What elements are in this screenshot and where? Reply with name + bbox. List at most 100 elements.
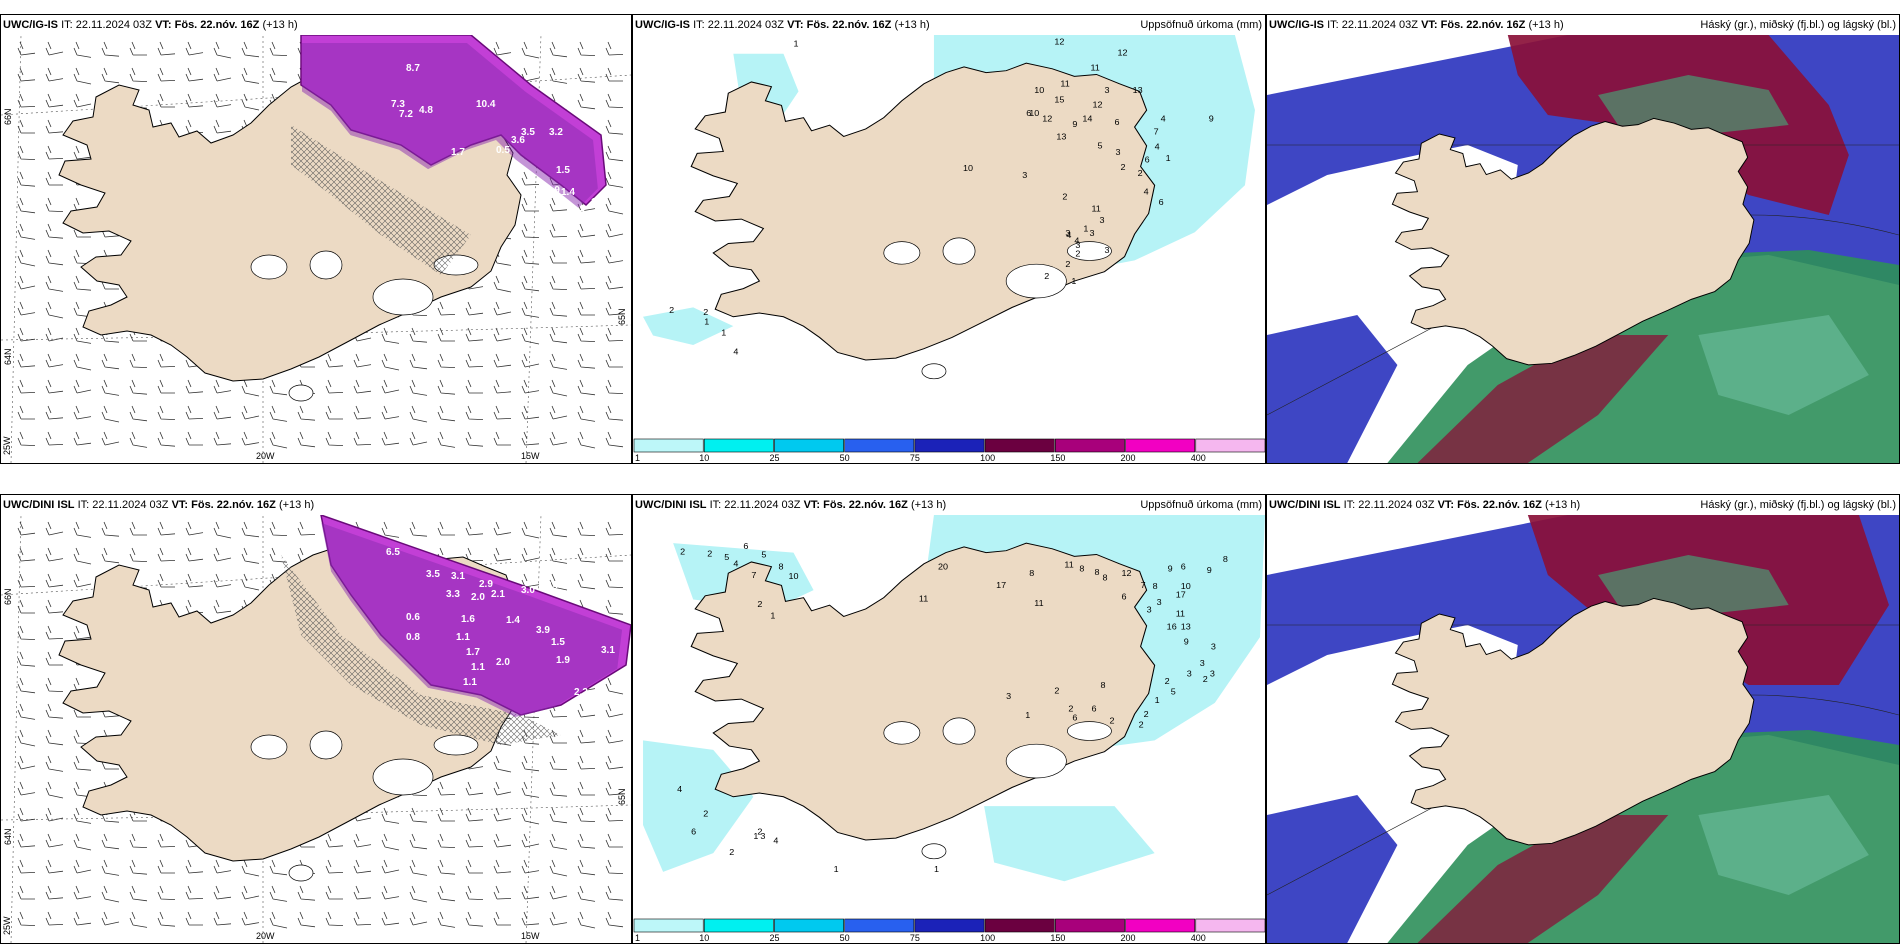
wind-barb — [241, 405, 260, 420]
precip-value-label: 3 — [1157, 597, 1162, 607]
wind-barb — [73, 625, 92, 640]
colorbar-label: 150 — [1050, 933, 1065, 943]
wind-barb — [521, 859, 540, 874]
wind-barb — [465, 301, 484, 316]
wind-barb — [577, 885, 596, 902]
wind-barb — [157, 833, 176, 848]
map-area[interactable]: 1 12 12 11 11 10 12 10 15 12 6 14 13 3 9 6 4 7 4 3 10 13 5 3 6 11… — [633, 35, 1265, 437]
high-cloud — [1598, 555, 1789, 615]
precip-value-label: 2 — [1165, 676, 1170, 686]
hatched-area — [281, 555, 561, 745]
valid-time: Fös. 22.nóv. 16Z — [191, 499, 276, 511]
precip-value-label: 8 — [1079, 564, 1084, 574]
wind-barb — [605, 223, 624, 238]
wind-barb — [521, 885, 540, 900]
low-cloud — [1417, 815, 1669, 943]
panel-igis-wind[interactable]: UWC/IG-IS IT: 22.11.2024 03Z VT: Fös. 22… — [0, 14, 632, 464]
wind-barb — [45, 573, 64, 588]
panel-dini-precip[interactable]: UWC/DINI ISL IT: 22.11.2024 03Z VT: Fös.… — [632, 494, 1266, 944]
precip-value-label: 1 — [794, 39, 799, 49]
wind-barb — [157, 353, 176, 368]
precip-value-label: 2 — [1065, 259, 1070, 269]
wind-barb — [549, 781, 568, 797]
wind-barb — [549, 249, 567, 264]
precip-value-label: 4 — [1161, 114, 1166, 124]
wind-barb — [437, 859, 456, 875]
it-label: IT: — [61, 19, 73, 31]
wind-barb — [45, 833, 64, 848]
wind-value-label: 6.5 — [386, 547, 400, 558]
map-area[interactable] — [1267, 35, 1899, 463]
wind-barb — [493, 275, 512, 293]
precip-value-label: 4 — [1074, 236, 1079, 246]
precip-value-label: 9 — [1207, 566, 1212, 576]
init-time: 22.11.2024 03Z — [1341, 19, 1418, 31]
wind-barb — [549, 197, 568, 212]
precip-area — [643, 307, 734, 345]
precip-value-label: 1 — [1071, 276, 1076, 286]
wind-barb — [297, 405, 316, 421]
wind-barb — [465, 431, 484, 447]
wind-barb — [605, 833, 623, 848]
wind-barb — [129, 859, 148, 875]
map-area[interactable]: 6.5 3.5 3.1 3.3 2.0 2.9 2.1 3.0 3.7 0.6 1.6 1.4 3.9 0… — [1, 515, 631, 943]
wind-barb — [269, 885, 288, 902]
wind-barb — [353, 379, 372, 394]
lead-time: (+13 h) — [1544, 499, 1581, 511]
panel-igis-precip[interactable]: UWC/IG-IS IT: 22.11.2024 03Z VT: Fös. 22… — [632, 14, 1266, 464]
wind-barb — [577, 67, 596, 83]
wind-barb — [73, 573, 92, 588]
precip-value-label: 2 — [1139, 720, 1144, 730]
wind-barb — [157, 379, 175, 394]
wind-barb — [605, 807, 624, 822]
wind-value-label: 1.9 — [546, 185, 560, 196]
wind-barb — [549, 885, 568, 900]
wind-barb — [577, 859, 596, 876]
wind-barb — [241, 379, 260, 397]
wind-barb — [17, 547, 36, 562]
panel-dini-wind[interactable]: UWC/DINI ISL IT: 22.11.2024 03Z VT: Fös.… — [0, 494, 632, 944]
wind-barb — [577, 223, 596, 238]
map-area[interactable]: 2 2 5 6 5 7 8 10 4 2 1 11 20 17 11 8 8 8 11 8 12 7 9 9 6 8 11 10 3 3 1… — [633, 515, 1265, 917]
wind-barb — [45, 885, 64, 900]
precip-value-label: 3 — [1200, 658, 1205, 668]
wind-barb — [17, 625, 36, 640]
wind-barb — [605, 275, 624, 290]
precip-value-label: 9 — [1209, 114, 1214, 124]
precip-value-label: 2 — [1110, 716, 1115, 726]
wind-barb — [45, 93, 64, 108]
vt-label: VT: — [171, 499, 189, 511]
precip-value-label: 9 — [1072, 119, 1077, 129]
wind-barb — [549, 833, 568, 850]
precip-value-label: 3 — [1104, 86, 1109, 96]
wind-barb — [185, 911, 203, 926]
glacier — [1005, 263, 1067, 299]
wind-barb — [549, 431, 568, 446]
wind-barb — [17, 171, 36, 187]
wind-barb — [185, 405, 204, 420]
panel-dini-clouds[interactable]: UWC/DINI ISL IT: 22.11.2024 03Z VT: Fös.… — [1266, 494, 1900, 944]
panel-igis-clouds[interactable]: UWC/IG-IS IT: 22.11.2024 03Z VT: Fös. 22… — [1266, 14, 1900, 464]
wind-barb — [73, 327, 92, 344]
wind-barb — [17, 301, 36, 316]
wind-barb — [45, 755, 64, 772]
wind-barb — [185, 379, 204, 394]
wind-barb — [73, 405, 92, 420]
wind-barb — [241, 573, 260, 591]
wind-barb — [605, 93, 624, 108]
wind-value-label: 3.5 — [426, 569, 440, 580]
map-area[interactable] — [1267, 515, 1899, 943]
wind-barb — [437, 781, 456, 796]
precip-value-label: 4 — [1155, 142, 1160, 152]
wind-value-label: 1.7 — [466, 647, 480, 658]
precip-value-label: 2 — [703, 307, 708, 317]
wind-barb — [353, 431, 372, 446]
precip-value-label: 11 — [1060, 79, 1070, 89]
wind-barb — [381, 405, 400, 420]
wind-barb — [17, 755, 36, 770]
wind-barb — [45, 197, 64, 212]
wind-barb — [17, 223, 36, 240]
wind-barb — [605, 353, 623, 368]
wind-barb — [73, 833, 92, 851]
map-area[interactable]: 7.3 7.2 4.8 10.4 3.5 3.2 1.7 0.5 3.6 1.5 1.4 1.1 1.5… — [1, 35, 631, 463]
